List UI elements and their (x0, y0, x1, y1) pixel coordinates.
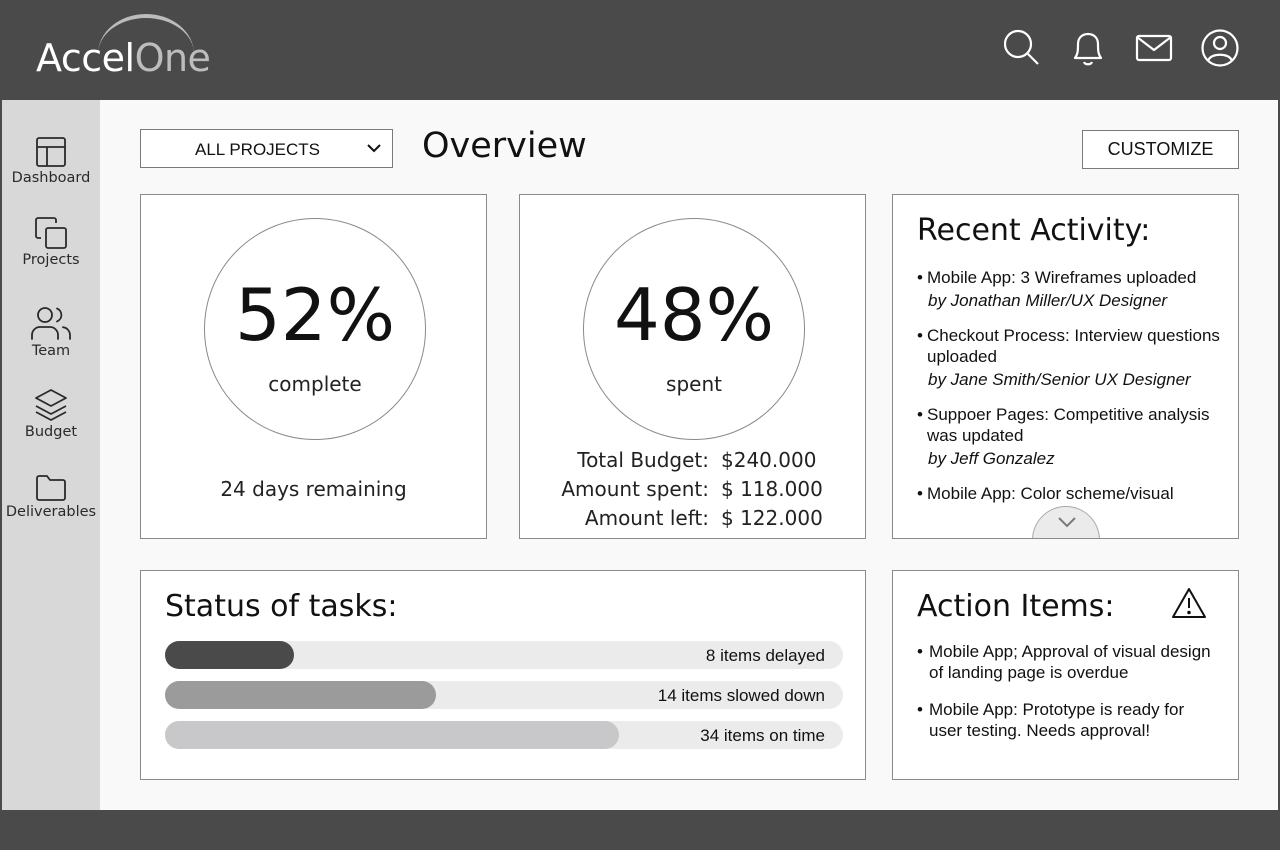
progress-label: complete (268, 372, 362, 396)
activity-item[interactable]: • Mobile App: Color scheme/visual (917, 483, 1235, 504)
budget-summary: Total Budget: $240.000 Amount spent: $ 1… (520, 445, 865, 532)
budget-row-label: Amount left: (584, 505, 709, 530)
budget-row-left: Amount left: $ 122.000 (520, 503, 865, 532)
sidebar-item-label: Deliverables (5, 504, 97, 520)
users-icon (31, 307, 71, 340)
status-bar-fill (165, 681, 437, 709)
activity-byline: by Jane Smith/Senior UX Designer (928, 370, 1191, 389)
days-remaining: 24 days remaining (220, 477, 407, 501)
activity-item[interactable]: • Mobile App: 3 Wireframes uploaded by Jo… (917, 267, 1235, 311)
progress-ring: 52% complete (204, 218, 426, 440)
top-header: AccelOne (0, 0, 1280, 100)
status-bar-label: 8 items delayed (705, 646, 825, 665)
layout-icon (36, 137, 66, 167)
header-actions (1002, 28, 1240, 68)
bell-icon[interactable] (1068, 28, 1108, 68)
bullet: • (917, 268, 923, 287)
accelone-logo[interactable]: AccelOne (36, 12, 226, 82)
status-title: Status of tasks: (165, 589, 398, 624)
user-icon[interactable] (1200, 28, 1240, 68)
action-items-list: • Mobile App; Approval of visual design o… (917, 641, 1217, 757)
bullet: • (917, 405, 923, 424)
chevron-down-icon (367, 144, 381, 153)
layers-icon (35, 389, 67, 421)
activity-text: Mobile App: Color scheme/visual (927, 484, 1174, 503)
budget-ring: 48% spent (583, 218, 805, 440)
sidebar-item-label: Budget (24, 424, 78, 440)
status-bar-delayed[interactable]: 8 items delayed (165, 641, 843, 669)
budget-row-label: Total Budget: (577, 447, 709, 472)
sidebar-item-budget[interactable]: Budget (2, 388, 100, 440)
bullet: • (917, 700, 923, 719)
page-title: Overview (422, 126, 587, 166)
sidebar: Dashboard Projects Team Budget Deli (2, 100, 100, 810)
sidebar-item-dashboard[interactable]: Dashboard (2, 136, 100, 186)
sidebar-item-projects[interactable]: Projects (2, 216, 100, 268)
sidebar-item-deliverables[interactable]: Deliverables (2, 474, 100, 520)
folder-icon (36, 475, 66, 501)
customize-button[interactable]: CUSTOMIZE (1082, 130, 1239, 169)
bullet: • (917, 642, 923, 661)
action-item[interactable]: • Mobile App; Approval of visual design o… (917, 641, 1217, 683)
mail-icon[interactable] (1134, 28, 1174, 68)
action-item-text: Mobile App: Prototype is ready for user … (929, 700, 1185, 740)
sidebar-item-label: Team (31, 343, 71, 359)
progress-card: 52% complete 24 days remaining (140, 194, 487, 539)
budget-row-spent: Amount spent: $ 118.000 (520, 474, 865, 503)
activity-byline: by Jonathan Miller/UX Designer (928, 291, 1168, 310)
bullet: • (917, 484, 923, 503)
budget-row-value: $ 122.000 (721, 505, 823, 530)
activity-text: Suppoer Pages: Competitive analysis was … (927, 405, 1210, 445)
activity-item[interactable]: • Suppoer Pages: Competitive analysis was… (917, 404, 1235, 469)
project-select[interactable]: ALL PROJECTS (140, 129, 393, 168)
activity-text: Mobile App: 3 Wireframes uploaded (927, 268, 1197, 287)
status-bars: 8 items delayed 14 items slowed down 34 … (165, 641, 843, 761)
recent-activity-card: Recent Activity: • Mobile App: 3 Wirefram… (892, 194, 1239, 539)
activity-text: Checkout Process: Interview questions up… (927, 326, 1220, 366)
status-bar-label: 34 items on time (700, 726, 825, 745)
copy-icon (35, 217, 67, 249)
budget-card: 48% spent Total Budget: $240.000 Amount … (519, 194, 866, 539)
budget-row-label: Amount spent: (561, 476, 709, 501)
activity-item[interactable]: • Checkout Process: Interview questions u… (917, 325, 1235, 390)
budget-row-total: Total Budget: $240.000 (520, 445, 865, 474)
action-items-title: Action Items: (917, 589, 1115, 624)
budget-label: spent (666, 372, 722, 396)
logo-arc (98, 14, 194, 54)
status-bar-fill (165, 641, 294, 669)
warning-icon (1172, 588, 1206, 618)
action-item[interactable]: • Mobile App: Prototype is ready for user… (917, 699, 1217, 741)
status-bar-on-time[interactable]: 34 items on time (165, 721, 843, 749)
chevron-down-icon (1058, 517, 1076, 528)
status-bar-label: 14 items slowed down (657, 686, 825, 705)
activity-list[interactable]: • Mobile App: 3 Wireframes uploaded by Jo… (917, 267, 1235, 521)
bullet: • (917, 326, 923, 345)
budget-percent: 48% (613, 273, 775, 357)
logo-primary: Accel (36, 36, 135, 80)
status-of-tasks-card: Status of tasks: 8 items delayed 14 item… (140, 570, 866, 780)
budget-row-value: $240.000 (721, 447, 817, 472)
sidebar-item-team[interactable]: Team (2, 305, 100, 359)
logo-secondary: One (134, 36, 211, 80)
sidebar-item-label: Projects (22, 252, 80, 268)
search-icon[interactable] (1002, 28, 1042, 68)
app-frame: Dashboard Projects Team Budget Deli (2, 100, 1278, 810)
logo-text: AccelOne (36, 36, 211, 80)
activity-byline: by Jeff Gonzalez (928, 449, 1055, 468)
sidebar-item-label: Dashboard (11, 170, 91, 186)
status-bar-fill (165, 721, 620, 749)
action-item-text: Mobile App; Approval of visual design of… (929, 642, 1211, 682)
recent-activity-title: Recent Activity: (917, 213, 1151, 248)
progress-percent: 52% (234, 273, 396, 357)
budget-row-value: $ 118.000 (721, 476, 823, 501)
status-bar-slowed[interactable]: 14 items slowed down (165, 681, 843, 709)
project-select-value: ALL PROJECTS (195, 140, 321, 159)
action-items-card: Action Items: • Mobile App; Approval of v… (892, 570, 1239, 780)
